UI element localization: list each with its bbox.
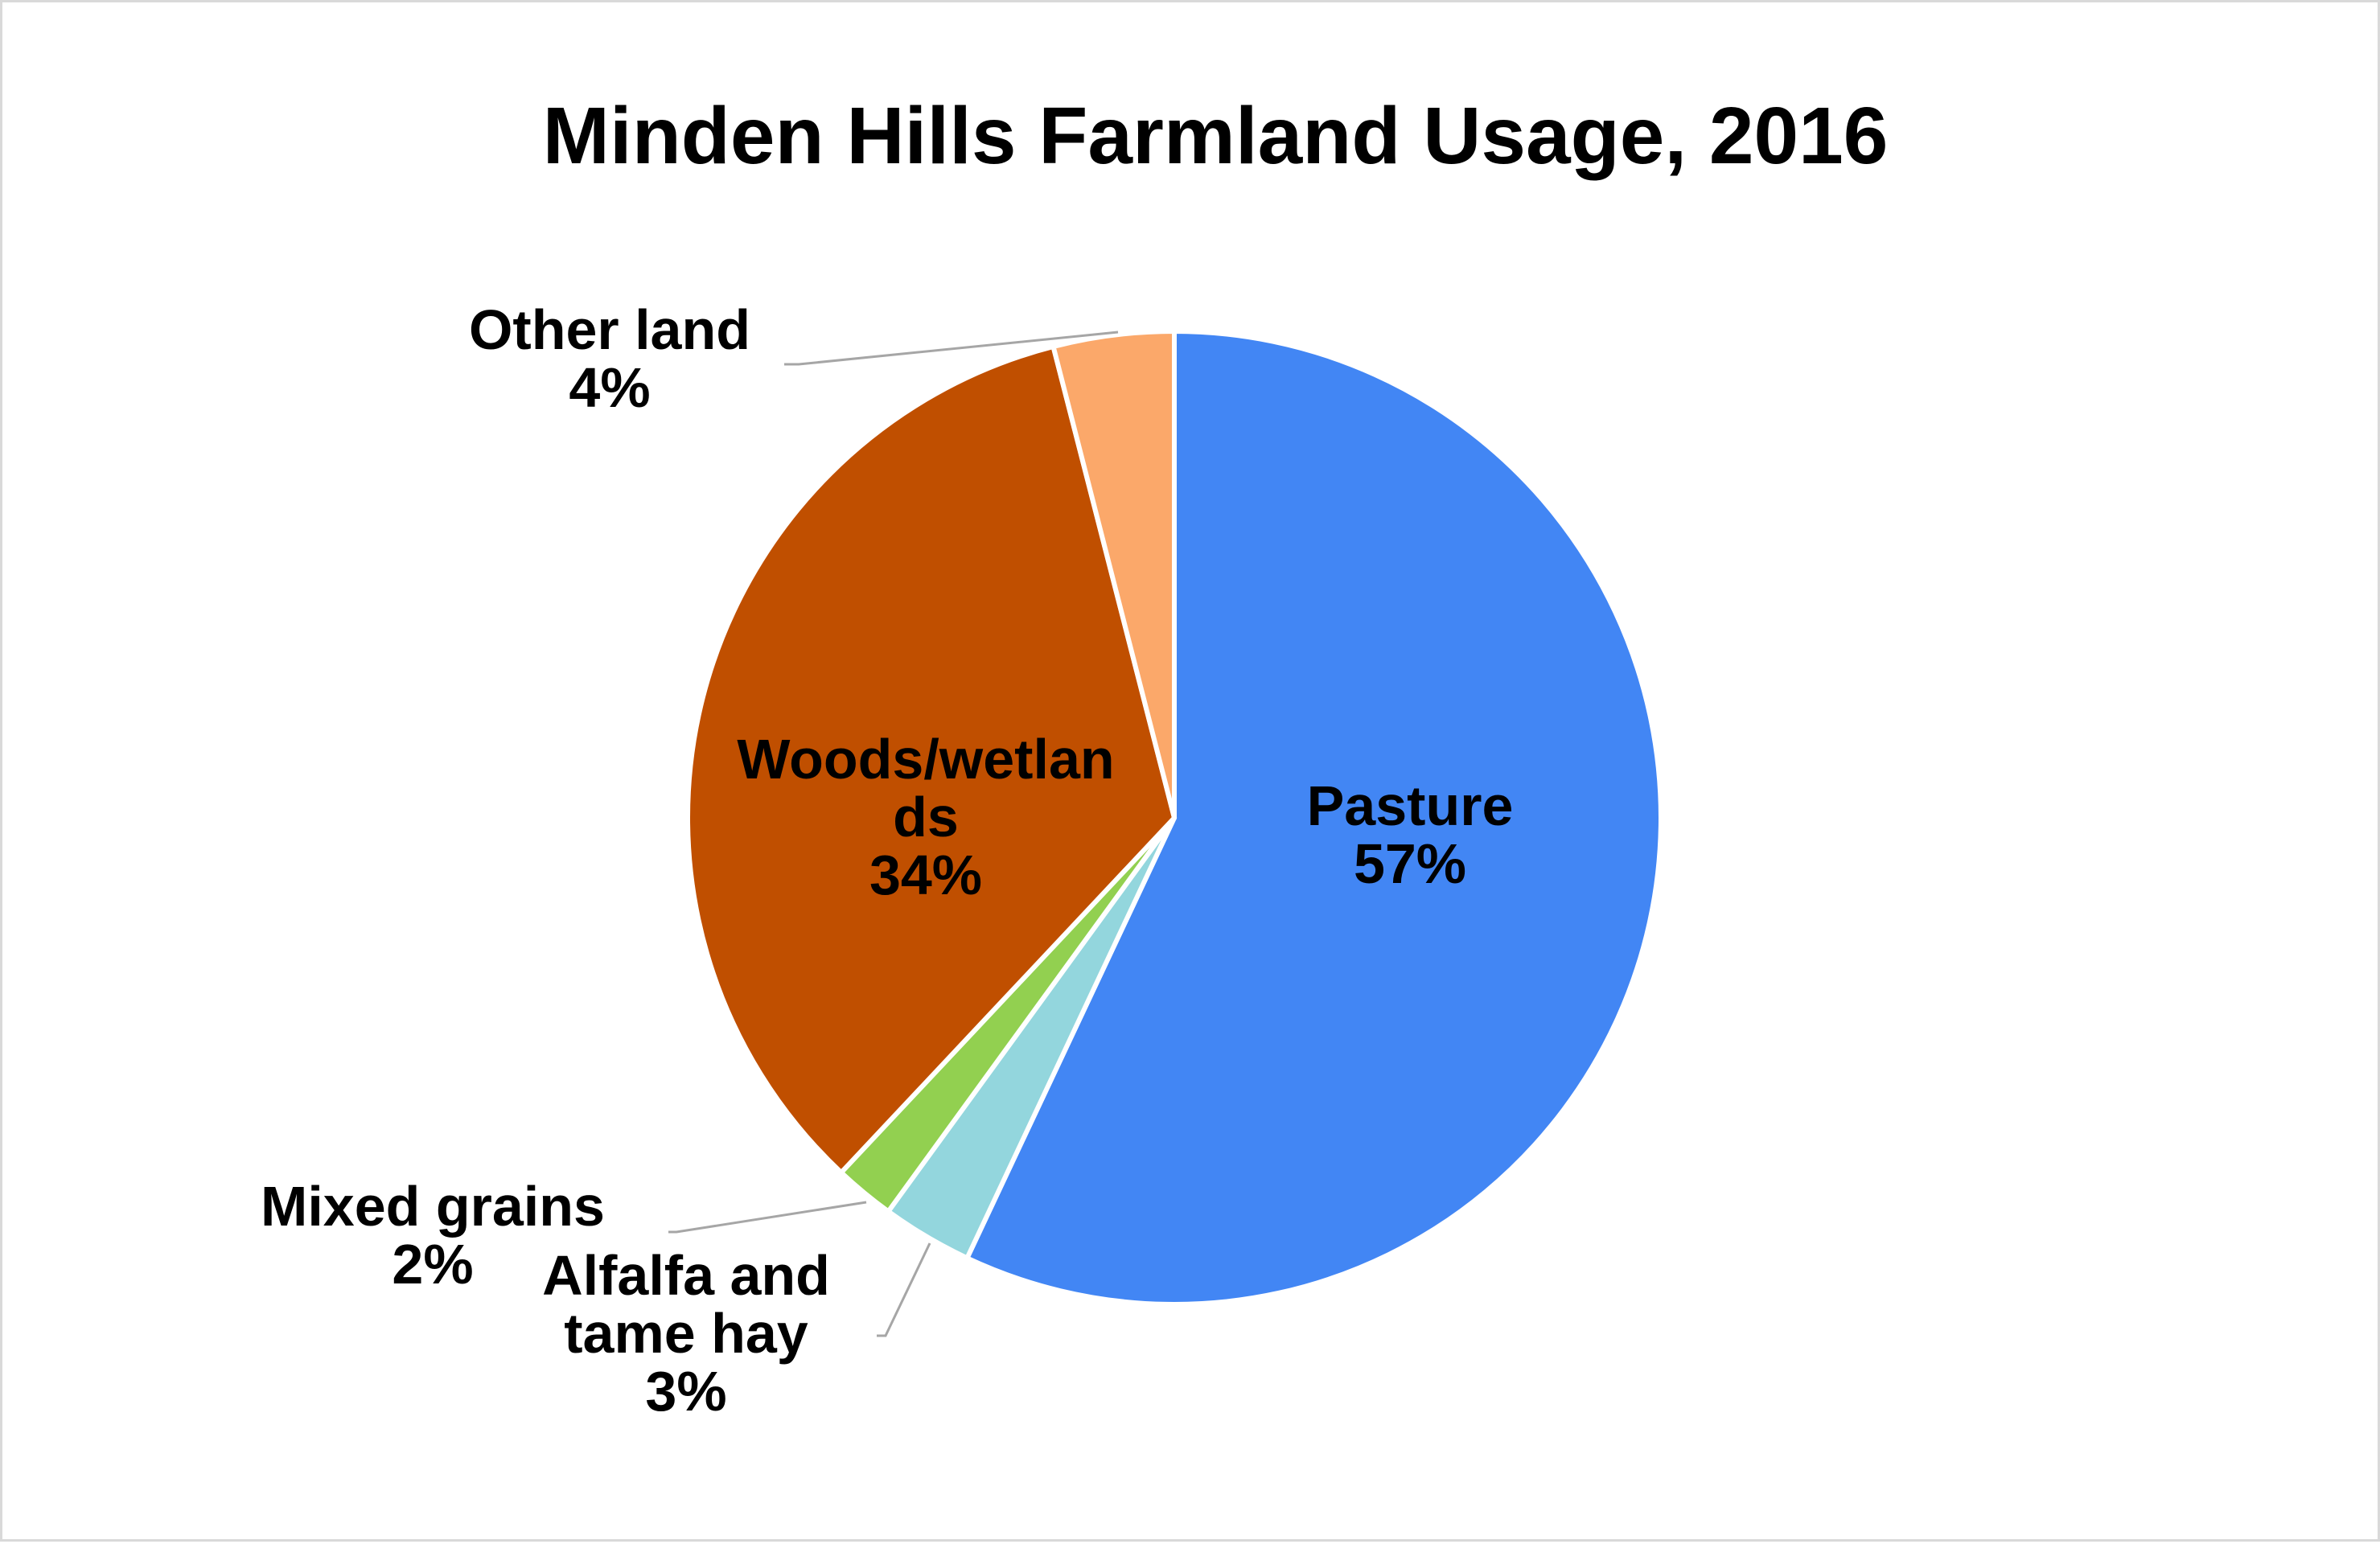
slice-label-line: Mixed grains	[261, 1175, 605, 1238]
slice-label-line: 4%	[569, 356, 650, 419]
slice-label-line: 34%	[869, 844, 982, 906]
slice-label-line: 3%	[645, 1360, 726, 1423]
slice-pasture	[964, 329, 1663, 1307]
slice-label-line: tame hay	[564, 1302, 808, 1365]
slice-labels: Pasture 57%Alfalfa and tame hay 3%Mixed gra…	[261, 298, 1513, 1423]
slice-label-line: Woods/wetlan	[737, 728, 1114, 790]
slice-label-line: Pasture	[1307, 774, 1514, 837]
slice-label-woods-wetlands: Woods/wetlan ds 34%	[737, 728, 1114, 906]
slice-label-line: ds	[893, 786, 959, 848]
slice-label-line: 57%	[1354, 832, 1466, 895]
slice-label-alfalfa-and-tame-hay: Alfalfa and tame hay 3%	[542, 1244, 830, 1423]
chart-title: Minden Hills Farmland Usage, 2016	[543, 91, 1889, 181]
leader-line-mixed-grains	[668, 1201, 867, 1234]
slice-label-mixed-grains: Mixed grains 2%	[261, 1175, 605, 1296]
slice-label-line: 2%	[392, 1233, 473, 1296]
slice-other-land	[1050, 329, 1177, 820]
pie-slices	[685, 329, 1663, 1307]
leader-line-other-land	[784, 331, 1119, 366]
leader-line-alfalfa-and-tame-hay	[877, 1242, 931, 1337]
slice-woods-wetlands	[685, 344, 1177, 1176]
slice-label-pasture: Pasture 57%	[1307, 774, 1514, 895]
slice-label-line: Alfalfa and	[542, 1244, 830, 1307]
slice-label-line: Other land	[469, 298, 750, 361]
slice-label-other-land: Other land 4%	[469, 298, 750, 419]
leader-lines	[668, 331, 1119, 1337]
